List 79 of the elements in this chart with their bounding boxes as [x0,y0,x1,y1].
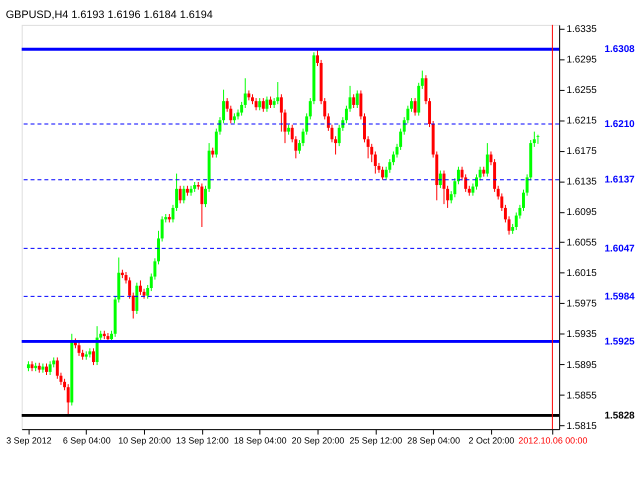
y-tick-label: 1.6335 [566,24,598,36]
candlestick [450,190,453,204]
candlestick [226,98,229,112]
candlestick [78,342,80,356]
candlestick [138,280,142,296]
candlestick [41,363,44,374]
x-tick-label: 20 Sep 20:00 [292,435,344,446]
x-tick-label: 2012.10.06 00:00 [518,435,588,446]
candlestick [38,362,41,374]
candlestick [352,94,356,108]
candlestick [186,185,189,196]
candlestick [384,166,388,180]
candlestick [262,98,265,112]
y-tick-label: 1.6055 [566,238,598,249]
candlestick [193,181,196,192]
candlestick [272,98,276,108]
candlestick [532,131,536,148]
candlestick [240,101,244,116]
candlestick [265,96,268,112]
candlestick [232,112,236,124]
y-tick-label: 1.6135 [566,176,598,188]
x-tick-label: 25 Sep 12:00 [349,435,402,446]
y-tick-label: 1.6215 [566,116,598,127]
ref-line-label: 1.6308 [604,44,636,56]
candlestick [45,363,48,376]
candlestick [178,185,182,204]
candlestick [88,348,92,358]
candlestick [92,348,95,366]
candlestick [190,185,193,196]
x-tick-label: 18 Sep 04:00 [234,435,287,446]
chart-title: GBPUSD,H4 1.6193 1.6196 1.6184 1.6194 [6,8,213,21]
candlestick [229,105,232,124]
ref-line-label: 1.5925 [604,336,636,348]
ref-line-label: 1.5828 [604,410,636,422]
candlestick [247,90,250,101]
candlestick [381,166,384,180]
candlestick [48,360,52,376]
x-tick-label: 3 Sep 2012 [6,435,52,446]
candlestick [287,124,290,136]
candlestick [146,284,150,300]
y-tick-label: 1.5815 [566,420,598,432]
x-tick-label: 13 Sep 12:00 [176,435,229,446]
candlestick [374,150,377,174]
candlestick [200,183,204,228]
x-tick-label: 6 Sep 04:00 [62,435,111,446]
ref-line-label: 1.5984 [604,291,636,302]
candlestick [290,124,294,143]
ref-line-label: 1.6137 [604,174,636,186]
candlestick [26,360,30,372]
y-tick-label: 1.5855 [566,390,598,402]
ref-line-label: 1.6047 [604,243,636,254]
candlestick [438,170,442,189]
candlestick [468,185,471,196]
candlestick [442,170,446,205]
x-tick-label: 10 Sep 20:00 [118,435,171,446]
y-tick-label: 1.6295 [566,54,598,66]
x-tick-label: 2 Oct 20:00 [468,435,514,446]
candlestick [511,223,514,234]
y-tick-label: 1.6175 [566,146,598,158]
candlestick [338,124,341,147]
x-tick-label: 28 Sep 04:00 [407,435,460,446]
y-tick-label: 1.6095 [566,207,598,218]
y-tick-label: 1.5935 [566,329,598,340]
y-tick-label: 1.5975 [566,298,598,310]
ref-line-label: 1.6210 [604,118,636,130]
candlestick [420,70,424,90]
candlestick [269,96,272,108]
candlestick [294,136,298,159]
y-tick-label: 1.6015 [566,268,598,280]
y-tick-label: 1.6255 [566,85,598,96]
candlestick [414,98,417,116]
candlestick [211,147,214,158]
candlestick [486,142,489,178]
candlestick [536,134,540,144]
candlestick [30,360,34,372]
candlestick [254,98,258,111]
y-tick-label: 1.5895 [566,360,598,371]
candlestick [182,185,186,204]
candlestick [258,98,262,111]
